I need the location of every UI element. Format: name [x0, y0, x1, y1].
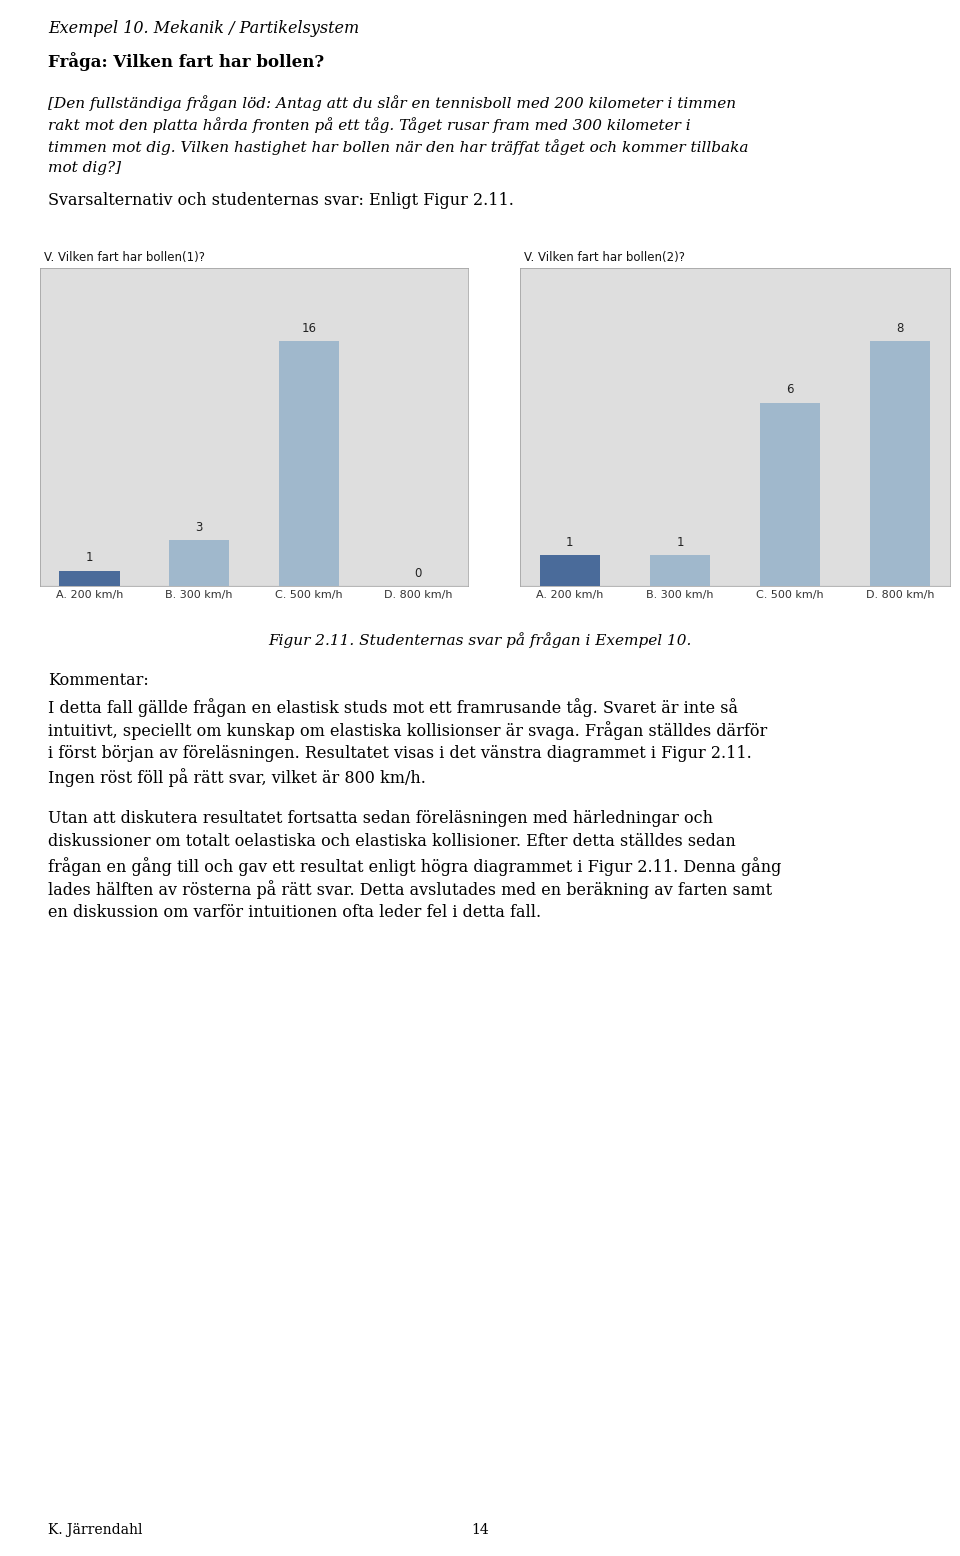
Text: 14: 14 [471, 1523, 489, 1537]
Text: mot dig?]: mot dig?] [48, 160, 121, 174]
Text: Utan att diskutera resultatet fortsatta sedan föreläsningen med härledningar och: Utan att diskutera resultatet fortsatta … [48, 811, 713, 826]
Bar [278, 341, 339, 587]
Text: K. Järrendahl: K. Järrendahl [48, 1523, 142, 1537]
Text: I detta fall gällde frågan en elastisk studs mot ett framrusande tåg. Svaret är : I detta fall gällde frågan en elastisk s… [48, 699, 738, 717]
Text: V. Vilken fart har bollen(2)?: V. Vilken fart har bollen(2)? [524, 251, 685, 265]
Text: 8: 8 [897, 322, 904, 335]
Text: lades hälften av rösterna på rätt svar. Detta avslutades med en beräkning av far: lades hälften av rösterna på rätt svar. … [48, 881, 772, 899]
Text: 3: 3 [196, 521, 203, 534]
Text: Kommentar:: Kommentar: [48, 672, 149, 689]
Text: Svarsalternativ och studenternas svar: Enligt Figur 2.11.: Svarsalternativ och studenternas svar: E… [48, 191, 514, 209]
Text: Fråga: Vilken fart har bollen?: Fråga: Vilken fart har bollen? [48, 51, 324, 72]
Text: timmen mot dig. Vilken hastighet har bollen när den har träffat tåget och kommer: timmen mot dig. Vilken hastighet har bol… [48, 138, 749, 156]
Text: en diskussion om varför intuitionen ofta leder fel i detta fall.: en diskussion om varför intuitionen ofta… [48, 904, 541, 921]
Text: intuitivt, speciellt om kunskap om elastiska kollisionser är svaga. Frågan ställ: intuitivt, speciellt om kunskap om elast… [48, 722, 767, 741]
Text: rakt mot den platta hårda fronten på ett tåg. Tåget rusar fram med 300 kilometer: rakt mot den platta hårda fronten på ett… [48, 117, 690, 132]
Text: i först början av föreläsningen. Resultatet visas i det vänstra diagrammet i Fig: i först början av föreläsningen. Resulta… [48, 745, 752, 762]
Text: 0: 0 [415, 566, 422, 580]
Text: 1: 1 [676, 537, 684, 549]
Text: V. Vilken fart har bollen(1)?: V. Vilken fart har bollen(1)? [43, 233, 195, 244]
Bar [60, 571, 120, 587]
Text: V. Vilken fart har bollen(2)?: V. Vilken fart har bollen(2)? [523, 233, 675, 244]
Bar [650, 555, 710, 587]
Text: Ingen röst föll på rätt svar, vilket är 800 km/h.: Ingen röst föll på rätt svar, vilket är … [48, 769, 426, 787]
Text: V. Vilken fart har bollen(1)?: V. Vilken fart har bollen(1)? [44, 251, 205, 265]
Bar [870, 341, 930, 587]
Text: 1: 1 [566, 537, 573, 549]
Bar [169, 540, 229, 587]
Bar [540, 555, 600, 587]
Text: diskussioner om totalt oelastiska och elastiska kollisioner. Efter detta ställde: diskussioner om totalt oelastiska och el… [48, 834, 735, 851]
Text: 6: 6 [786, 383, 794, 397]
Text: Figur 2.11. Studenternas svar på frågan i Exempel 10.: Figur 2.11. Studenternas svar på frågan … [268, 632, 692, 647]
Bar [759, 403, 821, 587]
Text: 16: 16 [301, 322, 316, 335]
Text: 1: 1 [85, 551, 93, 565]
Text: Exempel 10. Mekanik / Partikelsystem: Exempel 10. Mekanik / Partikelsystem [48, 20, 359, 37]
Text: [Den fullständiga frågan löd: Antag att du slår en tennisboll med 200 kilometer : [Den fullständiga frågan löd: Antag att … [48, 95, 736, 110]
Text: frågan en gång till och gav ett resultat enligt högra diagrammet i Figur 2.11. D: frågan en gång till och gav ett resultat… [48, 857, 781, 876]
